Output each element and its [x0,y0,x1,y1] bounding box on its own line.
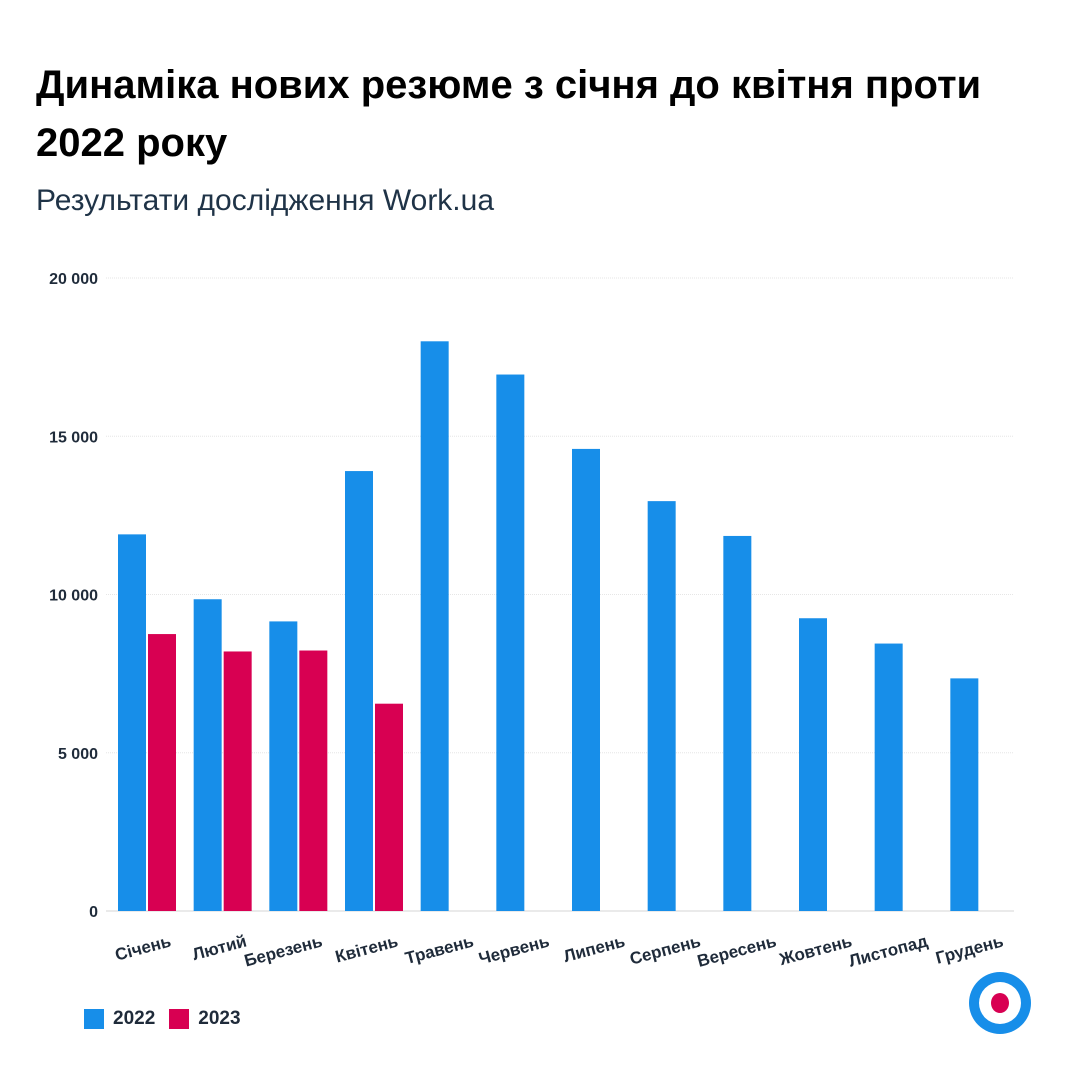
x-tick-label: Березень [242,932,324,971]
legend-label-2022: 2022 [113,1008,156,1029]
bar-2022-3 [345,471,373,911]
y-tick-label: 15 000 [49,429,98,446]
bar-chart: 0 5 000 10 000 15 000 20 000 Січень ЛютийБерез… [49,271,1014,971]
legend-label-2023: 2023 [198,1008,241,1029]
legend-swatch-2023 [169,1009,190,1029]
x-tick-label: Червень [477,932,552,969]
work-ua-logo-icon [969,972,1031,1034]
y-tick-label: 10 000 [49,588,98,605]
bar-2022-6 [572,448,600,911]
bar-2022-10 [874,643,903,911]
x-tick-label: Квітень [333,932,400,967]
bar-2023-2 [299,650,328,911]
bar-2022-4 [420,341,449,911]
x-tick-label: Жовтень [776,932,854,970]
y-tick-label: 0 [89,904,98,921]
x-tick-label: Січень [113,932,173,965]
x-tick-label: Травень [403,932,476,968]
x-tick-label: Лютий [190,932,248,965]
x-tick-label: Вересень [695,932,778,971]
x-tick-label: Серпень [628,932,703,969]
bar-2022-2 [269,621,298,911]
chart-subtitle: Результати дослідження Work.ua [36,184,495,217]
legend-item-2022: 2022 [84,1008,155,1030]
legend-item-2023: 2023 [169,1008,241,1030]
bar-2022-9 [799,618,827,911]
bar-2022-7 [647,501,676,911]
chart-title: Динаміка нових резюме з січня до квітня … [36,63,982,165]
legend: 2022 2023 [84,1008,255,1030]
x-tick-label: Грудень [934,932,1006,968]
bar-2023-3 [375,703,403,911]
bar-2022-0 [118,534,146,911]
x-tick-label: Листопад [847,931,930,970]
bar-2023-1 [223,651,252,911]
bar-2022-5 [496,374,525,912]
y-tick-label: 5 000 [58,746,98,763]
bar-2023-0 [148,634,176,911]
x-tick-label: Липень [561,932,627,967]
bar-2022-8 [723,535,752,911]
bar-2022-11 [950,678,979,911]
legend-swatch-2022 [84,1009,104,1029]
bar-2022-1 [193,599,222,911]
y-tick-label: 20 000 [49,271,98,288]
